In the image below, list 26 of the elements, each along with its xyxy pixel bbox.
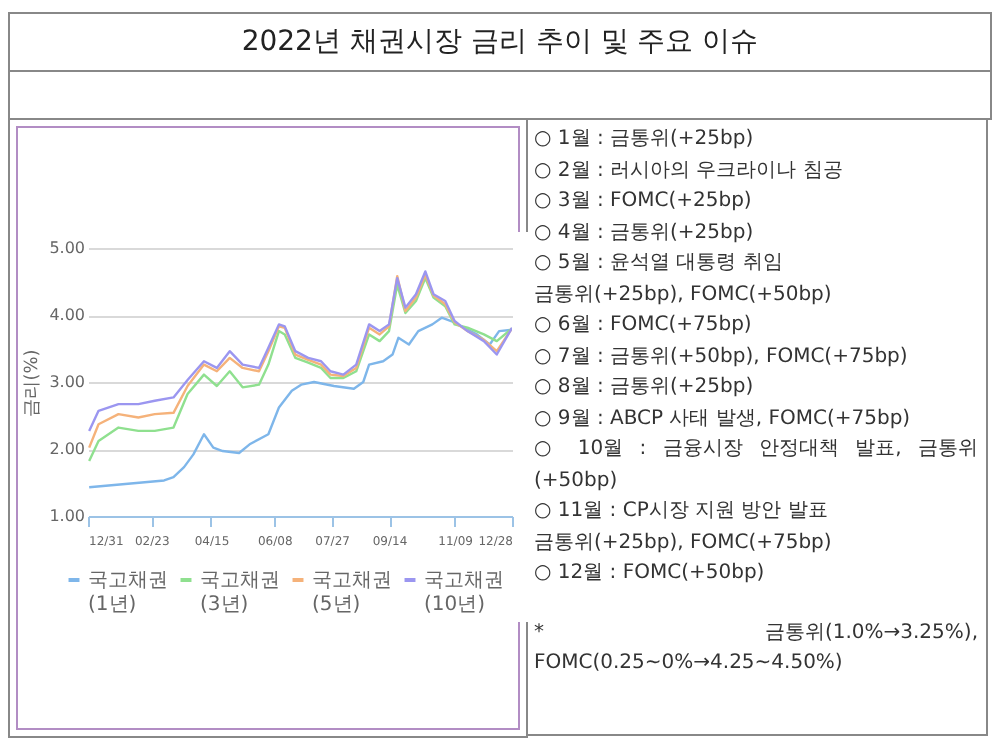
legend-label: 국고채권(1년) (88, 570, 168, 616)
text: * 금통위(1.0%→3.25%), FOMC(0.25~0%→4.25~4.50%) (534, 619, 978, 678)
text: ○ 6월 : FOMC(+75bp) (534, 312, 754, 340)
text: ○ 7월 : 금통위(+50bp), FOMC(+75bp) (534, 343, 910, 371)
y-tick-label: 1.00 (49, 507, 85, 525)
text: ○ 3월 : FOMC(+25bp) (534, 188, 754, 216)
y-tick-label: 2.00 (49, 440, 85, 458)
text: ○ 4월 : 금통위(+25bp) (534, 219, 756, 247)
text: ○ 5월 : 윤석열 대통령 취임 (534, 250, 785, 278)
y-tick-label: 3.00 (49, 373, 85, 391)
text: ○ 9월 : ABCP 사태 발생, FOMC(+75bp) (534, 405, 913, 433)
text: ○ 10월 : 금융시장 안정대책 발표, 금통위(+50bp) (534, 436, 978, 495)
text: 금통위(+25bp), FOMC(+75bp) (534, 529, 834, 557)
text: ○ 12월 : FOMC(+50bp) (534, 560, 767, 588)
legend-label: 국고채권(5년) (312, 570, 392, 616)
chart-title: 2022년 채권시장 금리 추이 및 주요 이슈 (8, 12, 992, 72)
legend-label: 국고채권(3년) (200, 570, 280, 616)
text: ○ 11월 : CP시장 지원 방안 발표 (534, 498, 830, 526)
legend-label: 국고채권(10년) (424, 570, 504, 616)
y-tick-label: 4.00 (49, 306, 85, 324)
y-axis-title: 금리(%) (23, 349, 44, 417)
text: 금통위(+25bp), FOMC(+50bp) (534, 281, 834, 309)
text: ○ 8월 : 금통위(+25bp) (534, 374, 756, 402)
text: ○ 2월 : 러시아의 우크라이나 침공 (534, 157, 845, 185)
y-tick-label: 5.00 (49, 239, 85, 257)
text: ○ 1월 : 금통위(+25bp) (534, 126, 756, 154)
